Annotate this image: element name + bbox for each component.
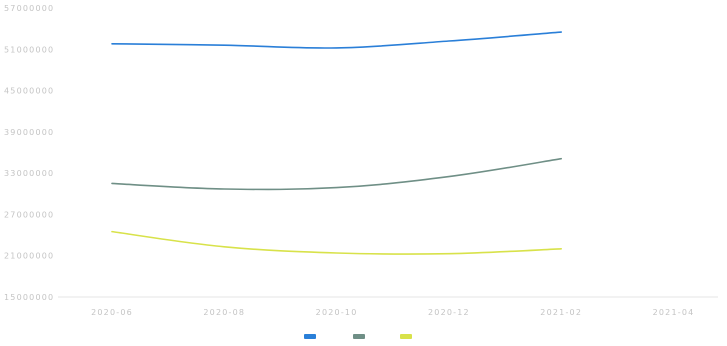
x-tick-label: 2020-12 [428,308,470,317]
legend-item-3[interactable] [400,334,412,339]
y-tick-label: 33000000 [4,169,54,178]
series-lines [111,31,562,255]
legend-item-1[interactable] [304,334,316,339]
y-tick-label: 57000000 [4,4,54,13]
x-tick-label: 2020-10 [316,308,358,317]
legend-swatch [304,334,316,339]
series-line-2 [111,157,562,191]
legend-swatch [400,334,412,339]
x-tick-label: 2021-04 [653,308,695,317]
legend-item-2[interactable] [353,334,365,339]
series-line-3 [111,230,562,255]
x-tick-label: 2021-02 [540,308,582,317]
y-tick-label: 51000000 [4,45,54,54]
y-axis: 15000000 21000000 27000000 33000000 39000000… [4,4,54,302]
x-axis: 2020-06 2020-08 2020-10 2020-12 2021-02 2021-… [58,296,718,317]
x-tick-label: 2020-08 [203,308,245,317]
y-tick-label: 45000000 [4,87,54,96]
legend-swatch [353,334,365,339]
y-tick-label: 15000000 [4,293,54,302]
y-tick-label: 39000000 [4,128,54,137]
x-tick-label: 2020-06 [91,308,133,317]
y-tick-label: 27000000 [4,210,54,219]
y-tick-label: 21000000 [4,252,54,261]
legend[interactable] [304,334,412,339]
series-line-1 [111,31,562,49]
